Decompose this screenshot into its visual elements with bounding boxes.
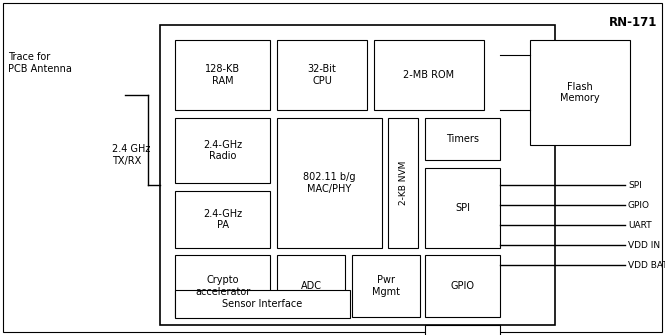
Bar	[352, 255, 420, 317]
Bar	[374, 40, 484, 110]
Bar	[425, 168, 500, 248]
Bar	[175, 40, 270, 110]
Text: 2.4-GHz
Radio: 2.4-GHz Radio	[203, 140, 242, 161]
Text: 32-Bit
CPU: 32-Bit CPU	[307, 64, 336, 86]
Text: 2-MB ROM: 2-MB ROM	[404, 70, 455, 80]
Text: GPIO: GPIO	[628, 201, 650, 209]
Text: Timers: Timers	[446, 134, 479, 144]
Text: UART: UART	[628, 220, 652, 229]
Text: 802.11 b/g
MAC/PHY: 802.11 b/g MAC/PHY	[303, 172, 356, 194]
Text: RN-171: RN-171	[608, 16, 657, 29]
Bar	[425, 118, 500, 160]
Text: Trace for
PCB Antenna: Trace for PCB Antenna	[8, 52, 72, 74]
Bar	[388, 118, 418, 248]
Text: 128-KB
RAM: 128-KB RAM	[205, 64, 240, 86]
Bar	[175, 191, 270, 248]
Text: Sensor Interface: Sensor Interface	[222, 299, 303, 309]
Text: Flash
Memory: Flash Memory	[560, 82, 600, 103]
Text: Crypto
accelerator: Crypto accelerator	[195, 275, 250, 297]
Text: VDD BATT: VDD BATT	[628, 261, 665, 269]
Text: ADC: ADC	[301, 281, 321, 291]
Text: Pwr
Mgmt: Pwr Mgmt	[372, 275, 400, 297]
Bar	[425, 255, 500, 317]
Text: 2.4 GHz
TX/RX: 2.4 GHz TX/RX	[112, 144, 150, 166]
Bar	[425, 325, 500, 335]
Text: 2-KB NVM: 2-KB NVM	[398, 161, 408, 205]
Text: SPI: SPI	[628, 181, 642, 190]
Bar	[277, 255, 345, 317]
Bar	[175, 255, 270, 317]
Bar	[160, 25, 555, 325]
Text: 2.4-GHz
PA: 2.4-GHz PA	[203, 209, 242, 230]
Bar	[530, 40, 630, 145]
Text: GPIO: GPIO	[450, 281, 475, 291]
Text: VDD IN: VDD IN	[628, 241, 660, 250]
Bar	[175, 118, 270, 183]
Bar	[277, 118, 382, 248]
Bar	[175, 290, 350, 318]
Text: SPI: SPI	[455, 203, 470, 213]
Bar	[277, 40, 367, 110]
